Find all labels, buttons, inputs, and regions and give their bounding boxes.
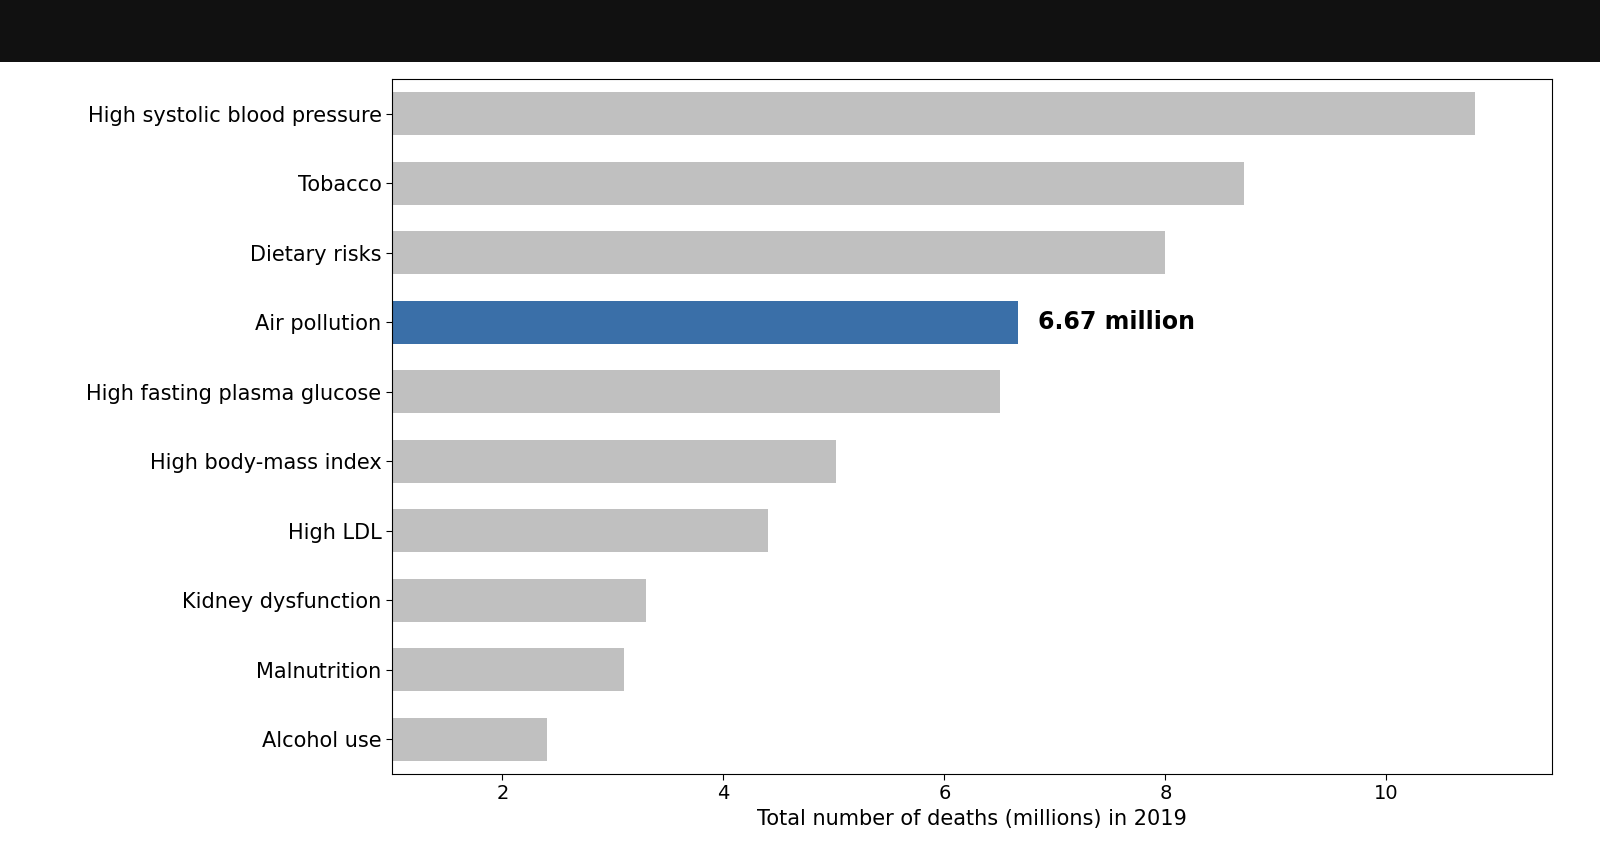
- Text: 6.67 million: 6.67 million: [1038, 310, 1195, 335]
- Bar: [282, 231, 1165, 274]
- X-axis label: Total number of deaths (millions) in 2019: Total number of deaths (millions) in 201…: [757, 809, 1187, 829]
- Bar: [282, 162, 1243, 205]
- Bar: [282, 648, 624, 691]
- Bar: [282, 439, 837, 482]
- Bar: [282, 92, 1475, 135]
- Bar: [282, 509, 768, 552]
- Bar: [282, 718, 547, 761]
- Bar: [282, 579, 646, 622]
- Bar: [282, 371, 1000, 414]
- Bar: [282, 301, 1018, 344]
